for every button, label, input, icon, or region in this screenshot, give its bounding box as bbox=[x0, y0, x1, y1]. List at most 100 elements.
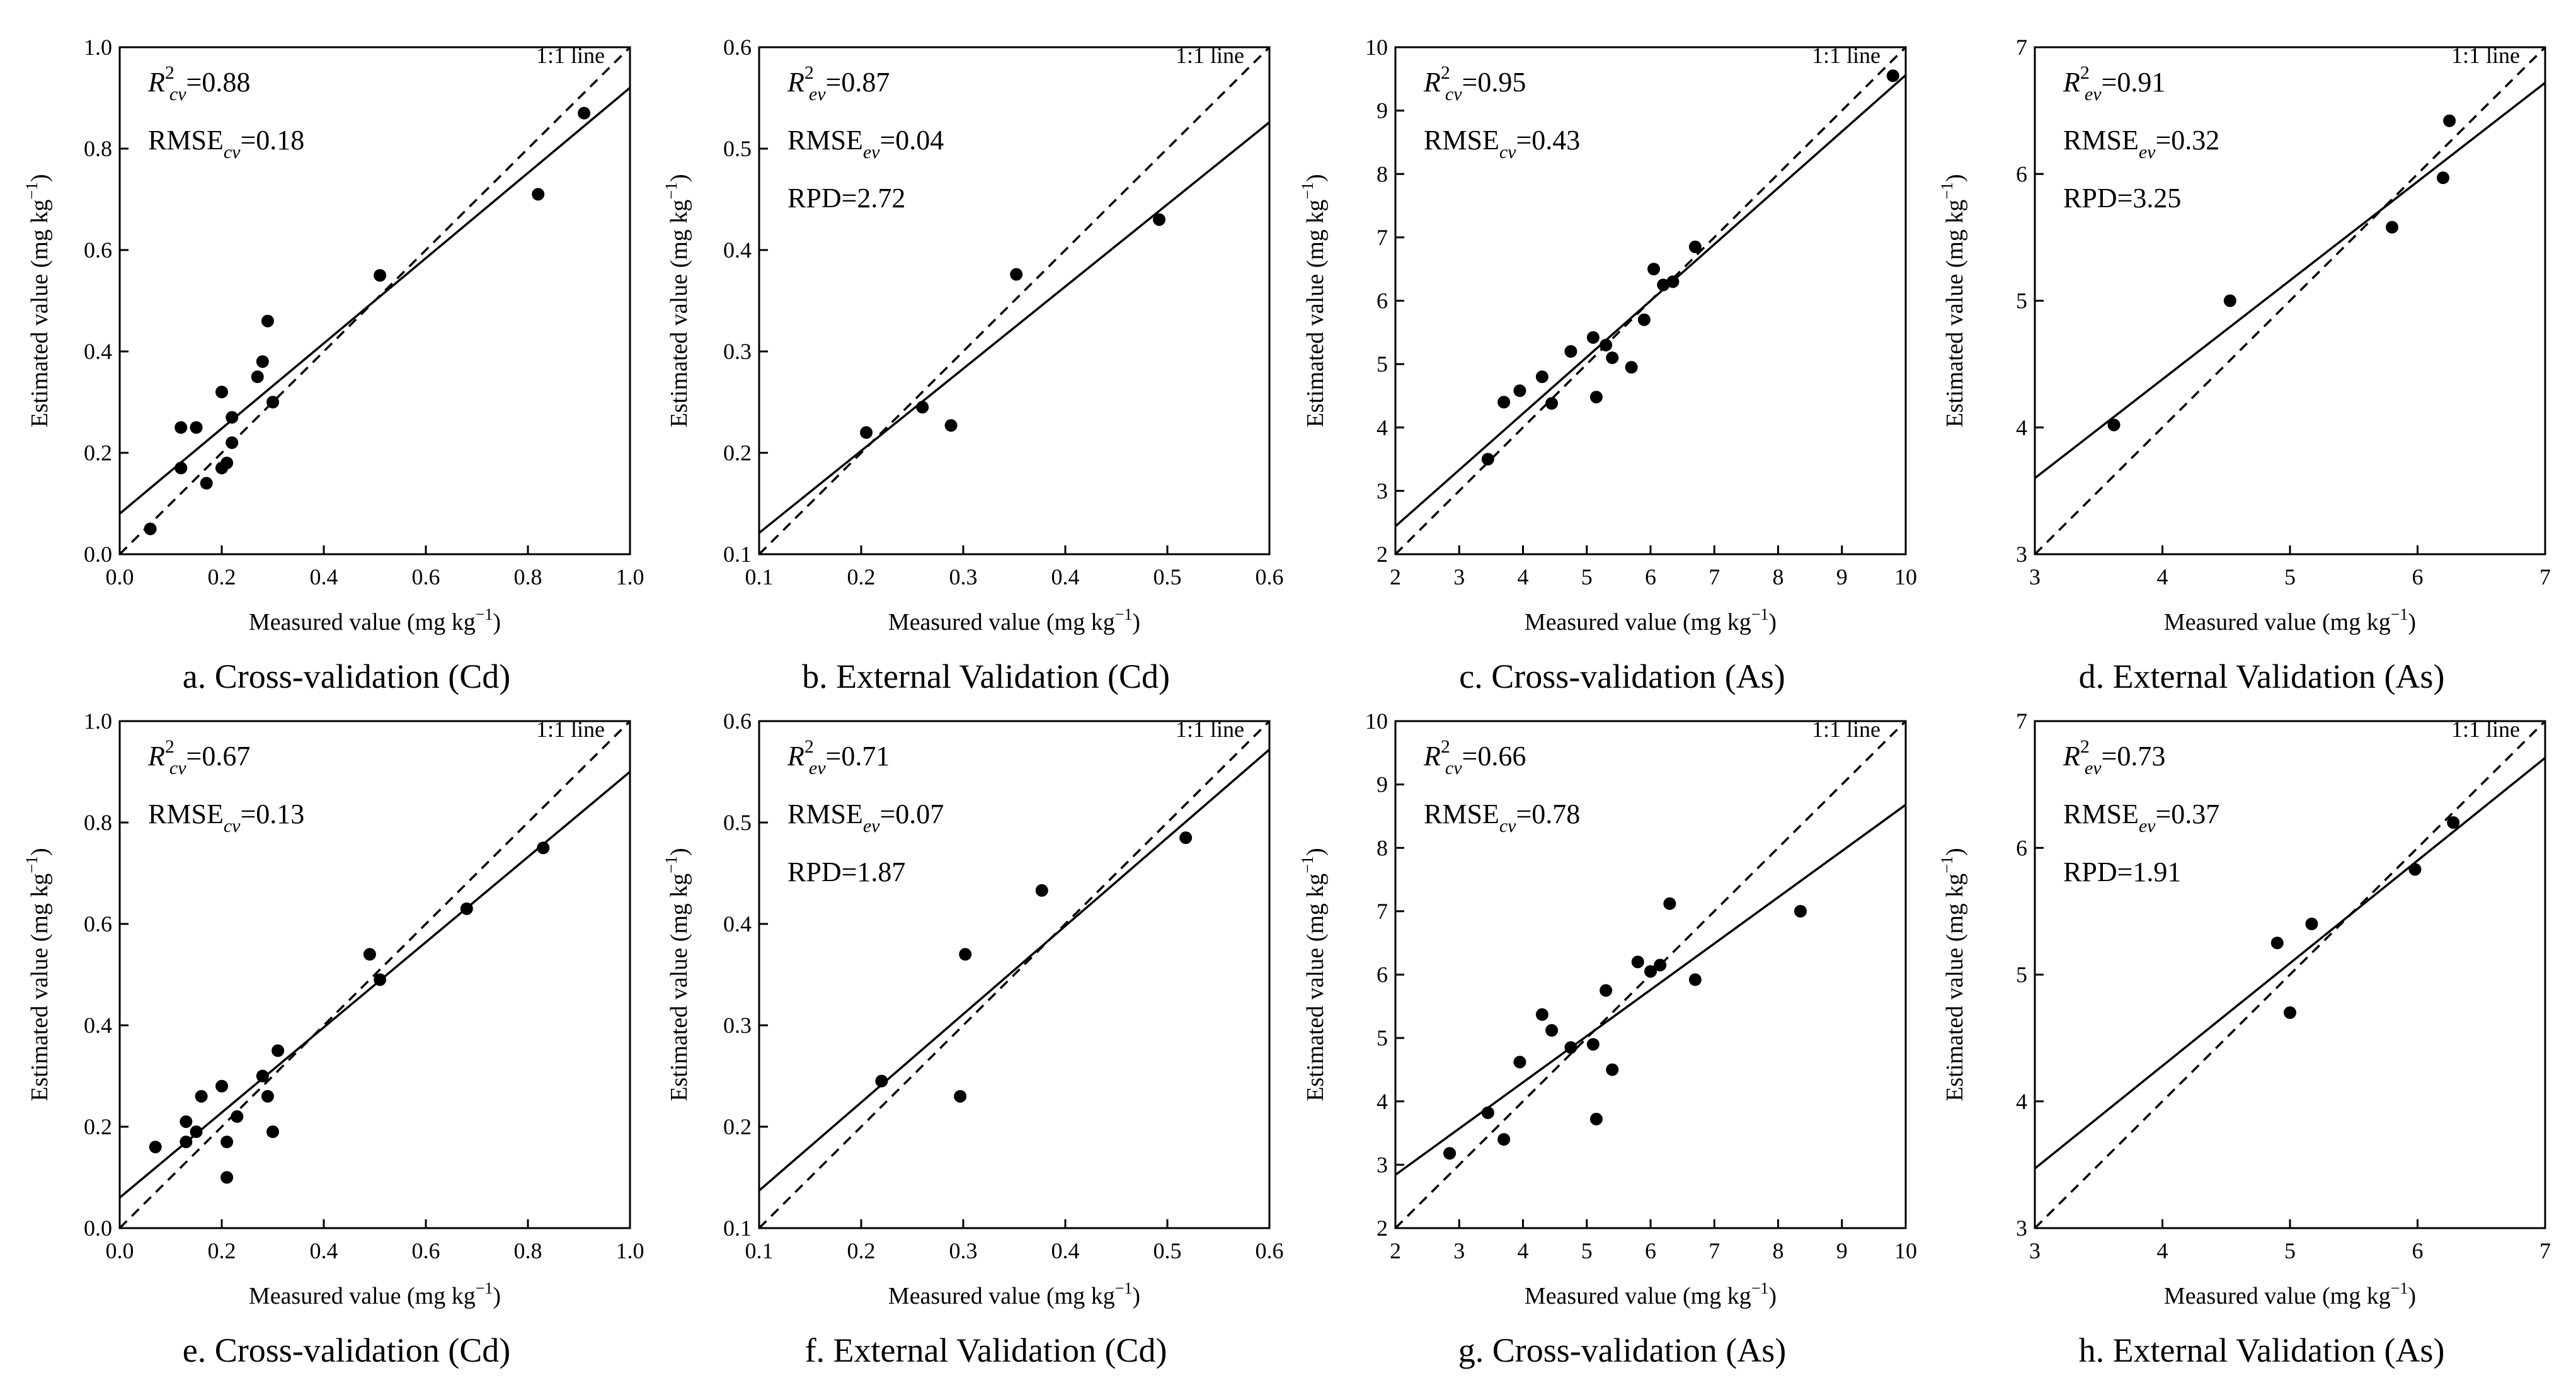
stat-annotation: RPD=1.91 bbox=[2063, 857, 2181, 887]
x-tick-label: 0.2 bbox=[208, 564, 236, 589]
data-point bbox=[1631, 955, 1644, 969]
y-tick-label: 10 bbox=[1365, 35, 1388, 60]
one-to-one-label: 1:1 line bbox=[2451, 717, 2520, 742]
stat-annotation: R2 cv=0.95 bbox=[1423, 62, 1526, 105]
data-point bbox=[374, 269, 387, 282]
y-tick-label: 8 bbox=[1377, 161, 1388, 186]
x-tick-label: 0.3 bbox=[949, 1238, 978, 1263]
stat-annotation: RPD=2.72 bbox=[787, 183, 905, 214]
y-tick-label: 0.4 bbox=[84, 339, 112, 364]
data-point bbox=[1637, 313, 1651, 326]
y-tick-label: 4 bbox=[1377, 415, 1388, 440]
data-point bbox=[1513, 384, 1526, 397]
y-tick-label: 0.2 bbox=[723, 1114, 752, 1139]
y-axis-label: Estimated value (mg kg−1) bbox=[1938, 848, 1968, 1101]
stat-annotation: RPD=3.25 bbox=[2063, 183, 2181, 214]
one-to-one-line bbox=[759, 721, 1269, 1228]
x-tick-label: 3 bbox=[2029, 564, 2041, 589]
data-point bbox=[190, 421, 203, 434]
data-point bbox=[175, 462, 188, 475]
x-tick-label: 7 bbox=[1709, 564, 1720, 589]
panel-b: 0.1 0.2 0.3 0.4 0.5 0.6 0.1 0.2 0.3 0.4 0.5 0.6 1:1 … bbox=[662, 35, 1284, 695]
stat-annotation: RMSEev=0.07 bbox=[787, 799, 944, 836]
one-to-one-label: 1:1 line bbox=[1812, 43, 1880, 68]
x-tick-label: 5 bbox=[1581, 1238, 1593, 1263]
data-point bbox=[180, 1136, 193, 1149]
y-tick-label: 6 bbox=[2016, 835, 2027, 860]
panel-caption: c. Cross-validation (As) bbox=[1459, 658, 1785, 695]
y-tick-label: 5 bbox=[1377, 1025, 1388, 1051]
y-tick-label: 0.2 bbox=[84, 440, 112, 465]
x-tick-label: 5 bbox=[2284, 564, 2296, 589]
y-tick-label: 3 bbox=[1377, 478, 1388, 503]
x-tick-label: 2 bbox=[1390, 1238, 1401, 1263]
x-tick-label: 10 bbox=[1894, 1238, 1917, 1263]
y-axis-label: Estimated value (mg kg−1) bbox=[23, 174, 53, 427]
data-point bbox=[875, 1074, 888, 1088]
y-tick-label: 0.6 bbox=[84, 911, 112, 937]
data-point bbox=[226, 436, 239, 449]
data-point bbox=[1606, 1063, 1619, 1076]
x-tick-label: 8 bbox=[1773, 1238, 1784, 1263]
x-tick-label: 0.4 bbox=[1051, 564, 1080, 589]
x-tick-label: 4 bbox=[2157, 564, 2168, 589]
data-point bbox=[272, 1044, 285, 1057]
stat-annotation: R2 cv=0.88 bbox=[147, 62, 250, 105]
y-tick-label: 0.4 bbox=[723, 911, 752, 937]
y-tick-label: 0.2 bbox=[84, 1114, 112, 1139]
data-point bbox=[1481, 1106, 1494, 1119]
data-point bbox=[2437, 171, 2449, 185]
x-tick-label: 6 bbox=[1645, 1238, 1656, 1263]
y-tick-label: 9 bbox=[1377, 98, 1388, 123]
data-point bbox=[1589, 390, 1603, 404]
data-point bbox=[2305, 918, 2318, 930]
x-tick-label: 0.2 bbox=[847, 1238, 876, 1263]
panel-caption: h. External Validation (As) bbox=[2079, 1331, 2445, 1369]
x-tick-label: 4 bbox=[2157, 1238, 2168, 1263]
data-point bbox=[1586, 1038, 1600, 1051]
data-point bbox=[532, 188, 545, 201]
panel-caption: g. Cross-validation (As) bbox=[1458, 1331, 1786, 1369]
data-point bbox=[1513, 1056, 1526, 1069]
data-point bbox=[374, 973, 387, 986]
one-to-one-label: 1:1 line bbox=[1176, 43, 1244, 68]
y-tick-label: 0.4 bbox=[723, 237, 752, 263]
y-tick-label: 0.6 bbox=[723, 709, 752, 734]
y-tick-label: 4 bbox=[2016, 1089, 2027, 1114]
data-point bbox=[144, 522, 157, 535]
y-tick-label: 9 bbox=[1377, 772, 1388, 797]
data-point bbox=[2443, 114, 2456, 127]
panel-h: 3 4 5 6 7 3 4 5 6 7 1:1 line R2 ev=0.73 RMSEev=0.37 RP… bbox=[1938, 709, 2551, 1369]
x-tick-label: 4 bbox=[1518, 564, 1529, 589]
one-to-one-line bbox=[2035, 721, 2545, 1228]
y-tick-label: 3 bbox=[1377, 1152, 1388, 1177]
fit-line bbox=[1395, 74, 1906, 528]
one-to-one-label: 1:1 line bbox=[536, 717, 605, 742]
x-tick-label: 9 bbox=[1836, 1238, 1848, 1263]
data-point bbox=[256, 1069, 269, 1083]
data-point bbox=[190, 1125, 203, 1139]
data-point bbox=[1644, 965, 1657, 978]
data-point bbox=[1666, 275, 1680, 288]
data-point bbox=[1535, 370, 1548, 384]
y-tick-label: 0.8 bbox=[84, 810, 112, 835]
data-point bbox=[537, 841, 550, 855]
y-axis-label: Estimated value (mg kg−1) bbox=[662, 848, 692, 1101]
x-tick-label: 1.0 bbox=[616, 564, 644, 589]
x-tick-label: 0.1 bbox=[745, 1238, 774, 1263]
data-point bbox=[959, 948, 972, 961]
data-point bbox=[256, 355, 269, 368]
panel-f: 0.1 0.2 0.3 0.4 0.5 0.6 0.1 0.2 0.3 0.4 0.5 0.6 1:1 … bbox=[662, 709, 1284, 1369]
fit-line bbox=[2035, 756, 2545, 1170]
stat-annotation: RMSEcv=0.18 bbox=[148, 125, 304, 162]
y-tick-label: 8 bbox=[1377, 835, 1388, 860]
x-tick-label: 6 bbox=[2412, 1238, 2424, 1263]
data-point bbox=[1625, 361, 1638, 374]
panel-c: 2 3 4 5 6 7 8 9 10 2 3 4 5 6 7 8 9 10 1:1 line R2 cv=0.95 RMS… bbox=[1298, 35, 1917, 695]
data-point bbox=[1600, 338, 1613, 351]
data-point bbox=[1545, 1024, 1559, 1037]
data-point bbox=[860, 426, 873, 439]
data-point bbox=[1606, 351, 1619, 365]
panel-caption: e. Cross-validation (Cd) bbox=[183, 1331, 510, 1369]
y-tick-label: 1.0 bbox=[84, 35, 112, 60]
